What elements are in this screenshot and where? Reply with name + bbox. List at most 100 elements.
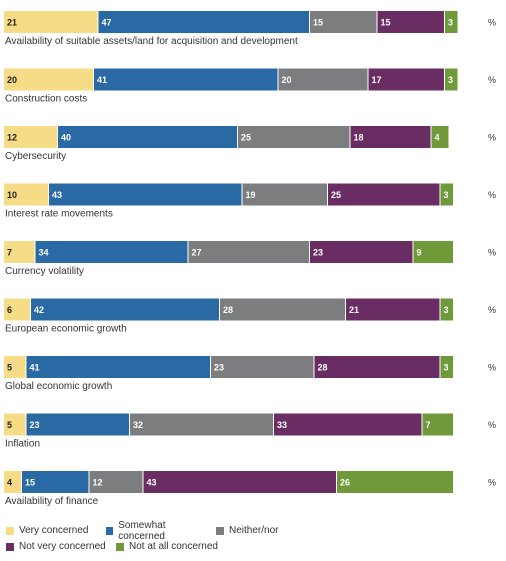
bar-segment-neither-nor	[130, 413, 273, 436]
data-label: 28	[318, 363, 328, 373]
bar-segment-not-at-all-concerned	[445, 68, 458, 91]
category-label: Construction costs	[5, 94, 87, 105]
category-label: European economic growth	[5, 324, 127, 335]
bar-segment-somewhat-concerned	[26, 413, 129, 436]
legend-item-very-concerned: Very concerned	[6, 524, 96, 537]
data-label: 5	[7, 363, 12, 373]
bar-segment-somewhat-concerned	[26, 356, 210, 378]
data-label: 41	[97, 75, 107, 85]
bar-segment-neither-nor	[242, 183, 327, 206]
data-label: 18	[354, 133, 364, 143]
category-label: Currency volatility	[5, 266, 84, 277]
bar-segment-somewhat-concerned	[94, 68, 278, 91]
unit-label: %	[488, 305, 496, 315]
bar-group-interest-rate-movements: 10 43 19 25 3 % Interest rate movements	[4, 183, 496, 220]
data-label: 4	[435, 133, 440, 143]
legend-label: Not at all concerned	[129, 541, 218, 552]
data-label: 19	[246, 190, 256, 200]
data-label: 41	[30, 363, 40, 373]
legend-item-somewhat-concerned: Somewhat concerned	[106, 520, 206, 542]
unit-label: %	[488, 133, 496, 143]
data-label: 9	[417, 248, 422, 258]
data-label: 20	[282, 75, 292, 85]
bar-segment-neither-nor	[238, 126, 350, 148]
data-label: 43	[147, 478, 157, 488]
legend-item-not-very-concerned: Not very concerned	[6, 540, 106, 553]
data-label: 21	[7, 18, 17, 28]
data-label: 12	[93, 478, 103, 488]
bar-segment-not-at-all-concerned	[431, 126, 449, 148]
bar-segment-very-concerned	[4, 413, 26, 436]
bar-segment-not-very-concerned	[143, 471, 336, 493]
bar-segment-somewhat-concerned	[35, 241, 188, 263]
data-label: 47	[102, 18, 112, 28]
bar-group-cybersecurity: 12 40 25 18 4 % Cybersecurity	[4, 126, 496, 162]
data-label: 3	[448, 75, 453, 85]
legend-item-not-at-all-concerned: Not at all concerned	[116, 540, 246, 553]
category-label: Availability of suitable assets/land for…	[5, 36, 298, 47]
bar-segment-not-at-all-concerned	[445, 11, 458, 33]
bar-segment-somewhat-concerned	[58, 126, 237, 148]
data-label: 23	[30, 420, 40, 430]
bar-segment-very-concerned	[4, 126, 57, 148]
bar-segment-neither-nor	[278, 68, 368, 91]
bar-segment-not-at-all-concerned	[337, 471, 453, 493]
bar-segment-very-concerned	[4, 183, 48, 206]
category-label: Inflation	[5, 439, 40, 450]
data-label: 3	[448, 18, 453, 28]
legend-label: Somewhat concerned	[118, 519, 166, 542]
data-label: 12	[7, 133, 17, 143]
bar-segment-somewhat-concerned	[31, 298, 219, 321]
bar-segment-not-at-all-concerned	[413, 241, 453, 263]
data-label: 4	[7, 478, 12, 488]
data-label: 3	[444, 305, 449, 315]
bar-group-availability-of-suitable-assets-land-for: 21 47 15 15 3 % Availability of suitable asset…	[4, 11, 496, 47]
data-label: 15	[25, 478, 35, 488]
category-label: Global economic growth	[5, 381, 112, 392]
bar-segment-very-concerned	[4, 68, 93, 91]
category-label: Availability of finance	[5, 496, 99, 507]
data-label: 21	[349, 305, 359, 315]
data-label: 26	[340, 478, 350, 488]
bar-segment-not-very-concerned	[346, 298, 440, 321]
bar-group-global-economic-growth: 5 41 23 28 3 % Global economic growth	[4, 356, 496, 392]
data-label: 25	[241, 133, 251, 143]
bar-segment-somewhat-concerned	[49, 183, 242, 206]
data-label: 3	[444, 190, 449, 200]
legend-item-neither-nor: Neither/nor	[216, 524, 316, 537]
legend-swatch	[116, 542, 124, 551]
data-label: 40	[61, 133, 71, 143]
unit-label: %	[488, 363, 496, 373]
bar-group-european-economic-growth: 6 42 28 21 3 % European economic growth	[4, 298, 496, 335]
data-label: 5	[7, 420, 12, 430]
bar-group-availability-of-finance: 4 15 12 43 26 % Availability of finance	[4, 471, 496, 507]
data-label: 6	[7, 305, 12, 315]
bar-segment-not-very-concerned	[328, 183, 440, 206]
legend-label: Neither/nor	[229, 525, 279, 536]
data-label: 15	[313, 18, 323, 28]
unit-label: %	[488, 18, 496, 28]
data-label: 27	[192, 248, 202, 258]
bar-segment-very-concerned	[4, 298, 30, 321]
bar-segment-very-concerned	[4, 241, 35, 263]
bar-segment-not-at-all-concerned	[440, 183, 453, 206]
bar-segment-somewhat-concerned	[22, 471, 89, 493]
data-label: 25	[331, 190, 341, 200]
unit-label: %	[488, 75, 496, 85]
bar-segment-neither-nor	[211, 356, 314, 378]
data-label: 17	[372, 75, 382, 85]
data-label: 7	[426, 420, 431, 430]
unit-label: %	[488, 190, 496, 200]
data-label: 43	[52, 190, 62, 200]
bar-segment-not-very-concerned	[377, 11, 444, 33]
data-label: 32	[133, 420, 143, 430]
bar-group-inflation: 5 23 32 33 7 % Inflation	[4, 413, 496, 450]
bar-segment-somewhat-concerned	[98, 11, 309, 33]
category-label: Cybersecurity	[5, 151, 66, 162]
chart-legend: Very concerned Somewhat concerned Neither/…	[6, 520, 336, 553]
bar-segment-neither-nor	[310, 11, 377, 33]
legend-swatch	[106, 526, 114, 535]
category-label: Interest rate movements	[5, 209, 113, 220]
bar-group-construction-costs: 20 41 20 17 3 % Construction costs	[4, 68, 496, 105]
bar-segment-very-concerned	[4, 471, 21, 493]
